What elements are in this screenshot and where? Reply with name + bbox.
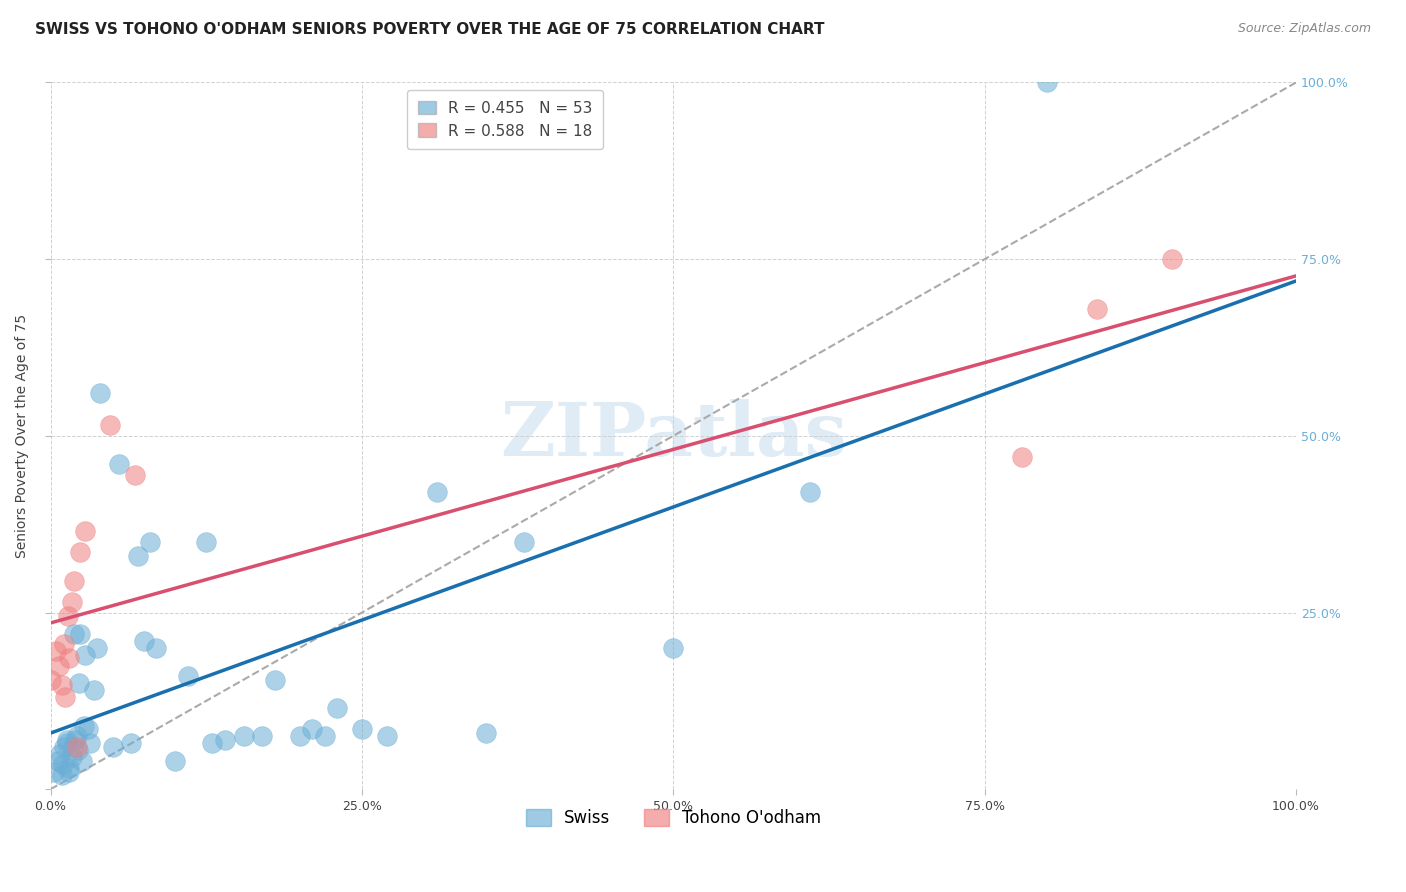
Point	[1085, 301, 1108, 316]
Point	[55, 690, 77, 705]
Point	[58, 761, 80, 775]
Point	[124, 467, 146, 482]
Point	[51, 768, 73, 782]
Point	[662, 640, 685, 655]
Point	[375, 729, 398, 743]
Point	[62, 739, 84, 754]
Point	[86, 640, 108, 655]
Point	[1160, 252, 1182, 267]
Point	[44, 644, 66, 658]
Point	[252, 729, 274, 743]
Point	[65, 732, 87, 747]
Point	[145, 640, 167, 655]
Point	[67, 676, 90, 690]
Point	[75, 524, 97, 539]
Point	[232, 729, 254, 743]
Point	[77, 722, 100, 736]
Point	[350, 722, 373, 736]
Point	[52, 757, 75, 772]
Point	[49, 747, 72, 761]
Point	[56, 609, 79, 624]
Point	[66, 729, 89, 743]
Point	[214, 732, 236, 747]
Point	[55, 736, 77, 750]
Point	[301, 722, 323, 736]
Point	[39, 673, 62, 687]
Text: ZIPatlas: ZIPatlas	[499, 400, 846, 473]
Point	[108, 457, 131, 471]
Point	[83, 683, 105, 698]
Point	[53, 637, 76, 651]
Point	[66, 739, 89, 754]
Point	[139, 534, 162, 549]
Point	[121, 736, 143, 750]
Point	[201, 736, 224, 750]
Point	[63, 626, 86, 640]
Point	[51, 678, 73, 692]
Point	[46, 754, 69, 768]
Point	[58, 651, 80, 665]
Point	[195, 534, 218, 549]
Point	[98, 418, 121, 433]
Point	[69, 545, 91, 559]
Point	[63, 574, 86, 588]
Point	[513, 534, 536, 549]
Point	[263, 673, 285, 687]
Point	[58, 764, 80, 779]
Point	[101, 739, 124, 754]
Point	[1036, 75, 1059, 89]
Point	[326, 701, 349, 715]
Legend: Swiss, Tohono O'odham: Swiss, Tohono O'odham	[519, 803, 828, 834]
Y-axis label: Seniors Poverty Over the Age of 75: Seniors Poverty Over the Age of 75	[15, 314, 30, 558]
Point	[288, 729, 311, 743]
Point	[73, 718, 96, 732]
Point	[475, 725, 498, 739]
Point	[89, 386, 111, 401]
Point	[314, 729, 336, 743]
Point	[1011, 450, 1033, 464]
Point	[426, 485, 449, 500]
Point	[165, 754, 187, 768]
Point	[66, 743, 89, 757]
Point	[53, 739, 76, 754]
Point	[79, 736, 101, 750]
Point	[60, 595, 83, 609]
Point	[48, 658, 70, 673]
Point	[44, 764, 66, 779]
Point	[799, 485, 821, 500]
Point	[127, 549, 149, 563]
Point	[75, 648, 97, 662]
Point	[60, 750, 83, 764]
Point	[132, 633, 155, 648]
Point	[70, 754, 93, 768]
Point	[176, 669, 198, 683]
Point	[55, 732, 77, 747]
Text: Source: ZipAtlas.com: Source: ZipAtlas.com	[1237, 22, 1371, 36]
Text: SWISS VS TOHONO O'ODHAM SENIORS POVERTY OVER THE AGE OF 75 CORRELATION CHART: SWISS VS TOHONO O'ODHAM SENIORS POVERTY …	[35, 22, 825, 37]
Point	[69, 626, 91, 640]
